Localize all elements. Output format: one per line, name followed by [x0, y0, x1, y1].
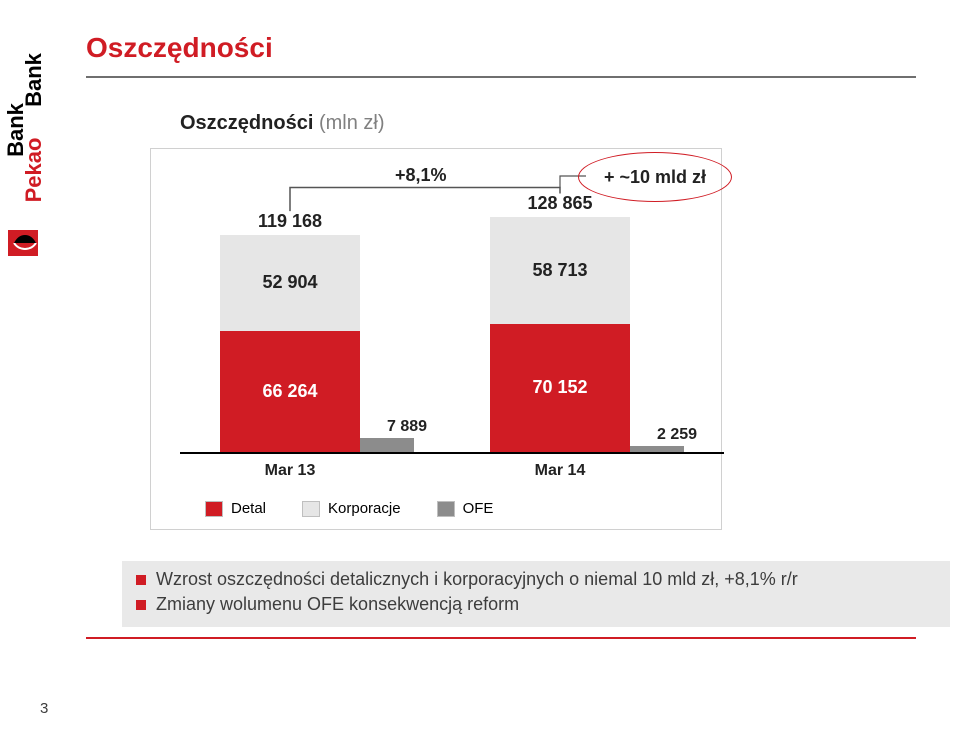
chart-subtitle: Oszczędności (mln zł) [180, 112, 385, 135]
legend-item: OFE [437, 500, 494, 517]
page-title: Oszczędności [86, 32, 273, 64]
list-item: Zmiany wolumenu OFE konsekwencją reform [136, 594, 936, 615]
bar-segment-label: 58 713 [490, 260, 630, 281]
brand-logo: Bank Pekao Bank [6, 0, 44, 260]
bar-total-label: 119 168 [220, 211, 360, 232]
legend-label: Korporacje [328, 500, 401, 517]
title-rule [86, 76, 916, 78]
legend-swatch [437, 501, 455, 517]
bar-segment-label: 66 264 [220, 381, 360, 402]
bar-segment-label: 70 152 [490, 377, 630, 398]
legend-item: Detal [205, 500, 266, 517]
legend-label: Detal [231, 500, 266, 517]
bar-small-label: 7 889 [360, 418, 454, 436]
axis-baseline [180, 452, 724, 454]
chart-subtitle-prefix: Oszczędności [180, 112, 313, 134]
legend-label: OFE [463, 500, 494, 517]
footer-rule [86, 637, 916, 639]
bullet-square-icon [136, 600, 146, 610]
pct-change-label: +8,1% [395, 165, 447, 186]
chart-subtitle-unit: (mln zł) [313, 112, 384, 134]
delta-callout-label: + ~10 mld zł [604, 167, 706, 187]
bar-total-label: 128 865 [490, 193, 630, 214]
bullet-square-icon [136, 575, 146, 585]
x-axis-label: Mar 13 [220, 462, 360, 480]
bullet-text: Wzrost oszczędności detalicznych i korpo… [156, 569, 798, 590]
bar-segment-label: 52 904 [220, 272, 360, 293]
bullet-text: Zmiany wolumenu OFE konsekwencją reform [156, 594, 519, 615]
svg-text:Bank: Bank [21, 52, 44, 107]
legend-item: Korporacje [302, 500, 401, 517]
slide-number: 3 [40, 700, 48, 717]
legend-swatch [302, 501, 320, 517]
bar-small-label: 2 259 [630, 426, 724, 444]
list-item: Wzrost oszczędności detalicznych i korpo… [136, 569, 936, 590]
bar-small [360, 438, 414, 452]
x-axis-label: Mar 14 [490, 462, 630, 480]
svg-text:Pekao: Pekao [21, 138, 44, 203]
legend-swatch [205, 501, 223, 517]
legend: Detal Korporacje OFE [205, 500, 529, 522]
bullet-list: Wzrost oszczędności detalicznych i korpo… [122, 561, 950, 627]
